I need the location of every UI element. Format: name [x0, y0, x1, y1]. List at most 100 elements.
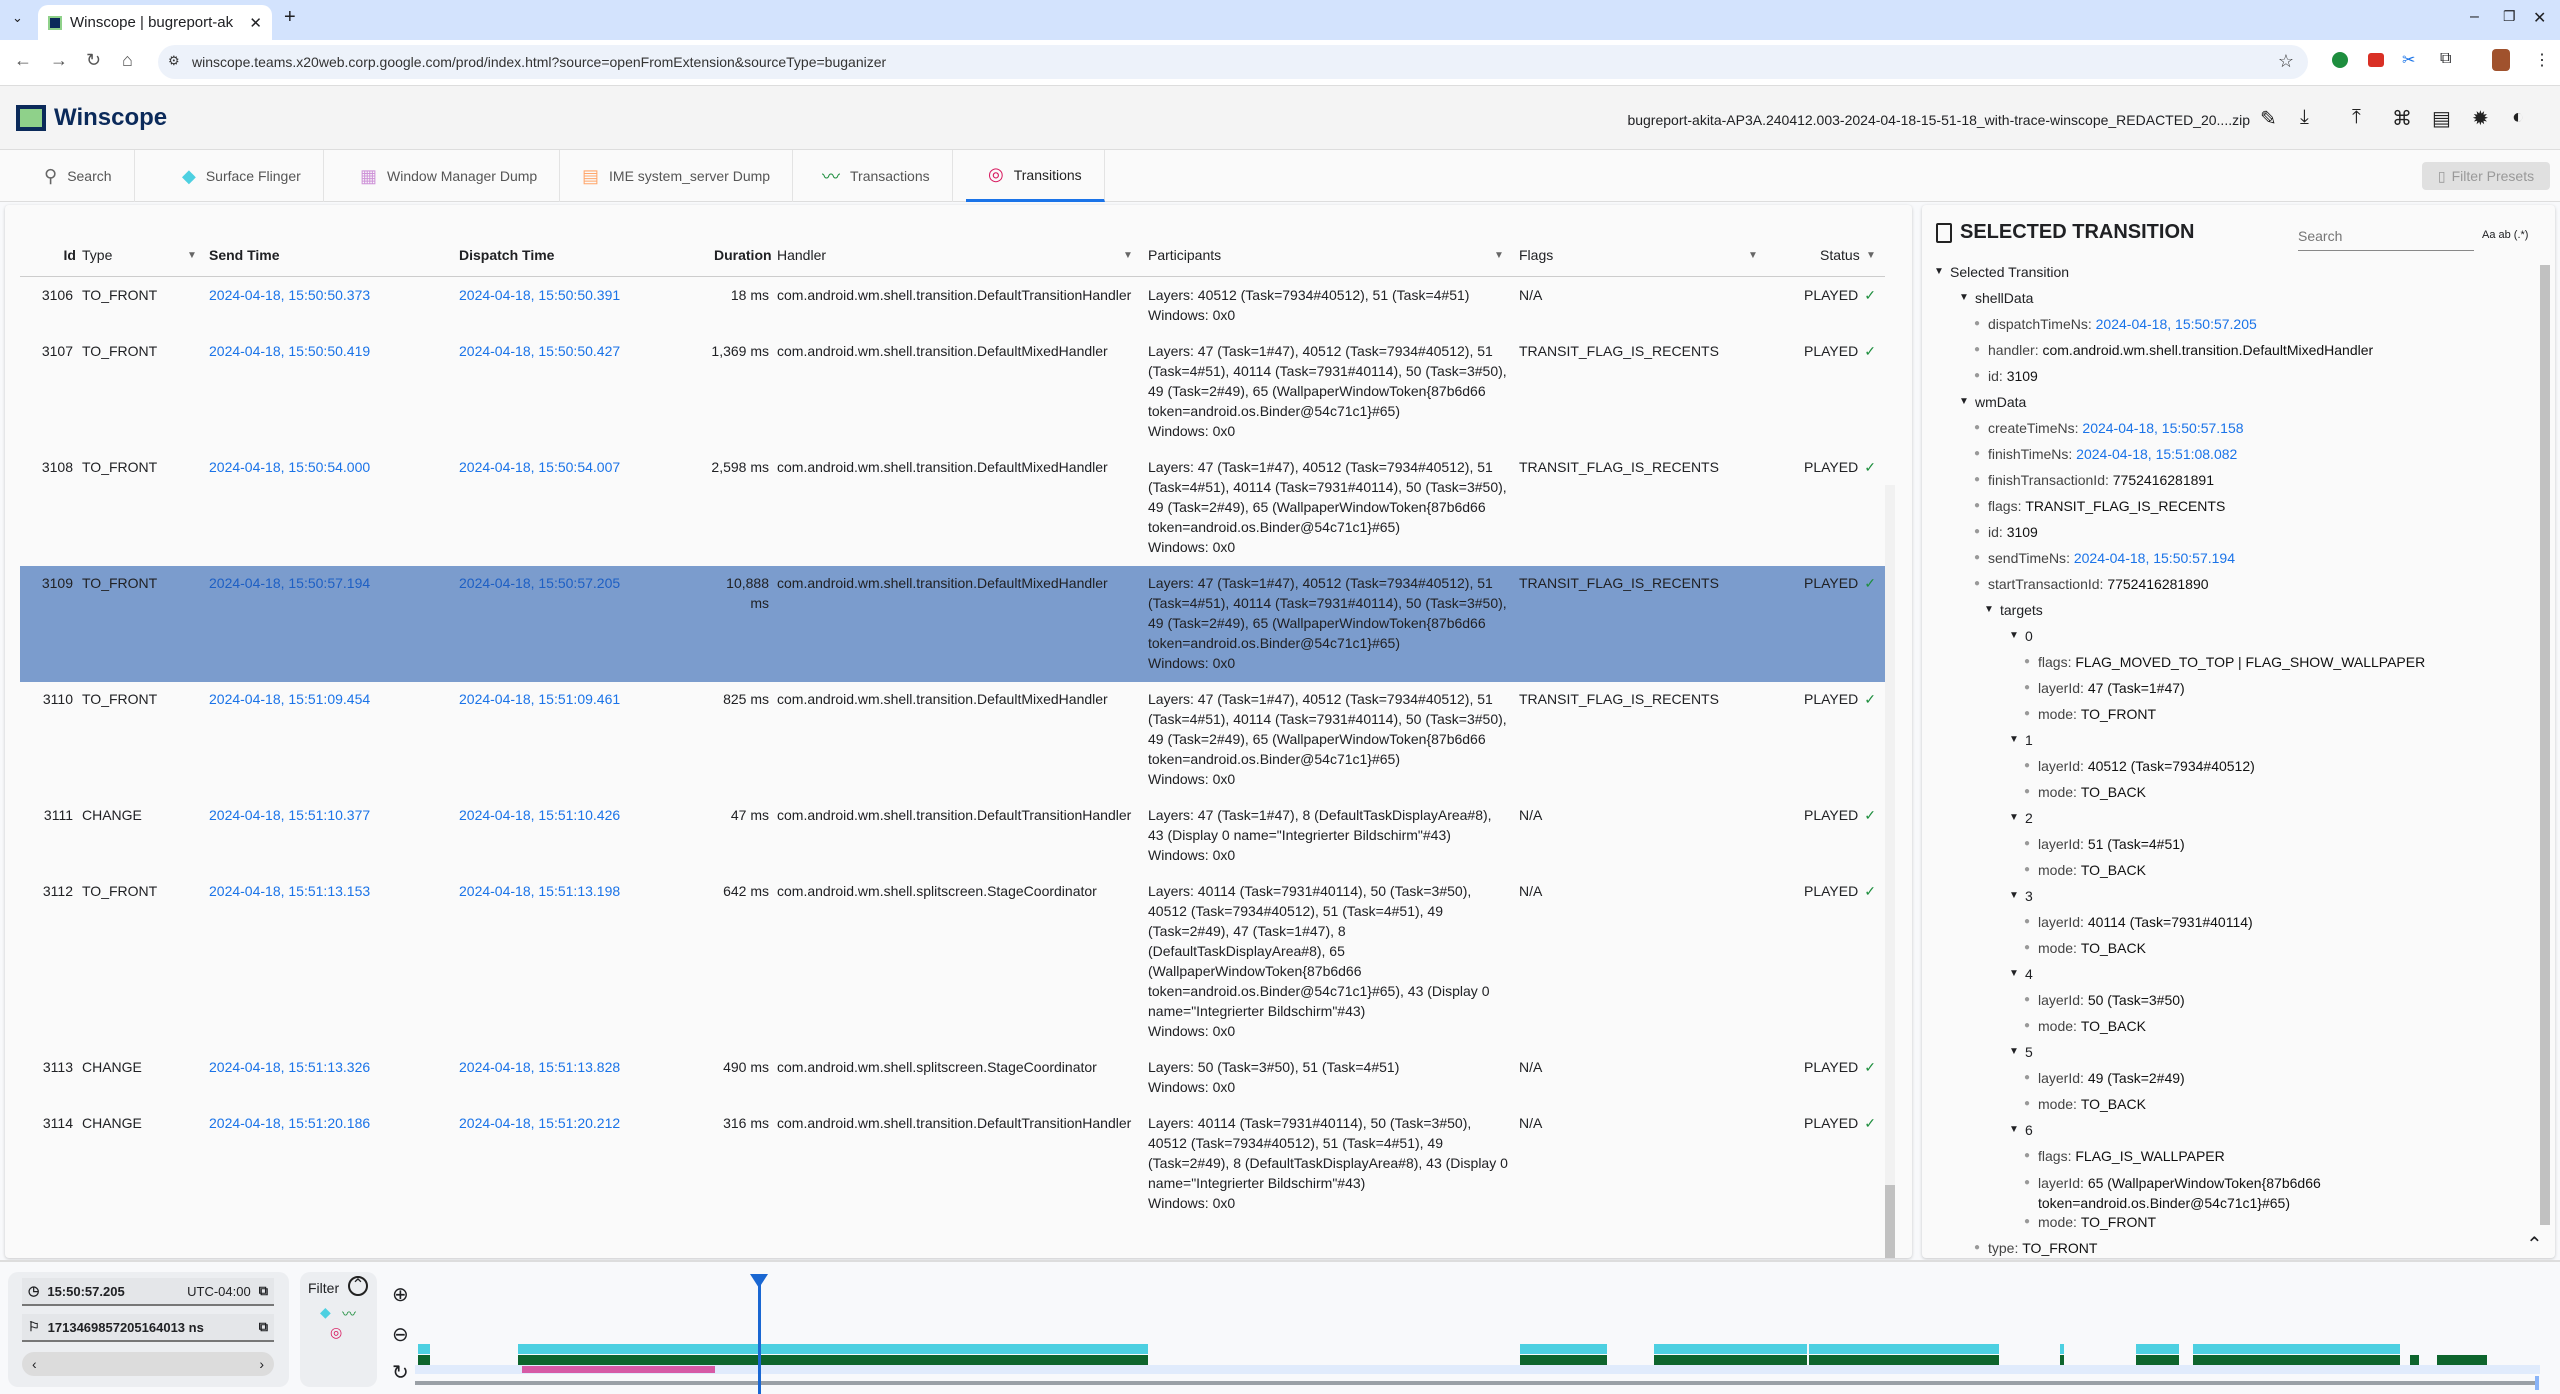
table-row[interactable]: 3112 TO_FRONT 2024-04-18, 15:51:13.153 2024…	[20, 874, 1885, 1050]
range-handle[interactable]	[2535, 1376, 2539, 1390]
send-time-link[interactable]: 2024-04-18, 15:50:54.000	[209, 459, 371, 475]
search-options-toggles[interactable]: Aa ab (.*)	[2482, 229, 2529, 241]
extension-icon[interactable]	[2368, 53, 2384, 67]
tree-group-node[interactable]: ▼ Selected Transition	[1934, 259, 2529, 285]
tree-group-node[interactable]: ▼ wmData	[1934, 389, 2529, 415]
transition-entry[interactable]	[522, 1366, 715, 1373]
surface-flinger-entry[interactable]	[518, 1344, 1148, 1354]
url-input[interactable]: ⚙ winscope.teams.x20web.corp.google.com/…	[158, 45, 2308, 79]
bug-icon[interactable]: ✹	[2472, 108, 2489, 130]
col-flags[interactable]: Flags	[1519, 247, 1554, 263]
close-tab-icon[interactable]: ✕	[249, 14, 262, 32]
table-row[interactable]: 3107 TO_FRONT 2024-04-18, 15:50:50.419 2024…	[20, 334, 1885, 450]
tree-value[interactable]: 2024-04-18, 15:50:57.158	[2082, 420, 2244, 436]
collapse-panel-icon[interactable]	[1936, 222, 1952, 243]
transactions-entry[interactable]	[2136, 1355, 2179, 1365]
tree-value[interactable]: 2024-04-18, 15:50:57.194	[2073, 550, 2235, 566]
tab-surface-flinger[interactable]: ◆ Surface Flinger	[160, 150, 324, 202]
dispatch-time-link[interactable]: 2024-04-18, 15:50:54.007	[459, 459, 621, 475]
tab-transactions[interactable]: 〰 Transactions	[800, 150, 953, 202]
copy-icon[interactable]: ⧉	[258, 1319, 268, 1334]
transactions-entry[interactable]	[1809, 1355, 1999, 1365]
cursor-handle-icon[interactable]	[750, 1274, 768, 1288]
zoom-in-icon[interactable]: ⊕	[392, 1284, 409, 1306]
send-time-link[interactable]: 2024-04-18, 15:51:13.153	[209, 883, 371, 899]
tab-ime-system-server-dump[interactable]: ▤ IME system_server Dump	[560, 150, 794, 202]
tab-transitions[interactable]: ◎ Transitions	[966, 150, 1105, 202]
expand-chevron-icon[interactable]: ▼	[2009, 734, 2019, 745]
send-time-link[interactable]: 2024-04-18, 15:50:57.194	[209, 575, 371, 591]
send-time-link[interactable]: 2024-04-18, 15:51:10.377	[209, 807, 371, 823]
col-send-time[interactable]: Send Time	[209, 247, 280, 263]
transitions-filter-icon[interactable]: ◎	[330, 1324, 343, 1340]
bookmark-star-icon[interactable]: ☆	[2277, 51, 2294, 71]
col-status[interactable]: Status	[1820, 247, 1860, 263]
dispatch-time-link[interactable]: 2024-04-18, 15:51:13.198	[459, 883, 621, 899]
tree-group-node[interactable]: ▼ 3	[1934, 883, 2529, 909]
col-id[interactable]: Id	[63, 247, 76, 263]
tree-group-node[interactable]: ▼ 4	[1934, 961, 2529, 987]
tree-group-node[interactable]: ▼ 0	[1934, 623, 2529, 649]
extension-icon[interactable]	[2332, 52, 2348, 68]
col-type[interactable]: Type	[82, 247, 113, 263]
col-participants[interactable]: Participants	[1148, 247, 1222, 263]
tree-group-node[interactable]: ▼ shellData	[1934, 285, 2529, 311]
send-time-link[interactable]: 2024-04-18, 15:51:13.326	[209, 1059, 371, 1075]
col-handler[interactable]: Handler	[777, 247, 827, 263]
transactions-entry[interactable]	[2437, 1355, 2487, 1365]
table-row[interactable]: 3109 TO_FRONT 2024-04-18, 15:50:57.194 2024…	[20, 566, 1885, 682]
reload-icon[interactable]: ↻	[86, 50, 102, 70]
dispatch-time-link[interactable]: 2024-04-18, 15:50:57.205	[459, 575, 621, 591]
send-time-link[interactable]: 2024-04-18, 15:50:50.373	[209, 287, 371, 303]
edit-icon[interactable]: ✎	[2260, 108, 2277, 130]
tree-value[interactable]: 2024-04-18, 15:51:08.082	[2076, 446, 2238, 462]
home-icon[interactable]: ⌂	[122, 50, 133, 70]
copy-icon[interactable]: ⧉	[258, 1283, 268, 1298]
timeline-axis[interactable]	[415, 1381, 2535, 1385]
profile-avatar[interactable]	[2492, 49, 2510, 71]
table-row[interactable]: 3106 TO_FRONT 2024-04-18, 15:50:50.373 2024…	[20, 278, 1885, 334]
timeline-canvas[interactable]	[415, 1262, 2545, 1394]
next-entry-icon[interactable]: ›	[259, 1356, 264, 1372]
documentation-icon[interactable]: ▤	[2432, 108, 2451, 130]
transactions-entry[interactable]	[2060, 1355, 2064, 1365]
transactions-entry[interactable]	[1520, 1355, 1607, 1365]
dispatch-time-link[interactable]: 2024-04-18, 15:50:50.391	[459, 287, 621, 303]
minimize-icon[interactable]: –	[2470, 8, 2479, 25]
dispatch-time-link[interactable]: 2024-04-18, 15:50:50.427	[459, 343, 621, 359]
dispatch-time-link[interactable]: 2024-04-18, 15:51:13.828	[459, 1059, 621, 1075]
send-time-link[interactable]: 2024-04-18, 15:51:20.186	[209, 1115, 371, 1131]
flags-filter-chevron-icon[interactable]: ▼	[1748, 250, 1758, 261]
send-time-link[interactable]: 2024-04-18, 15:50:50.419	[209, 343, 371, 359]
table-row[interactable]: 3108 TO_FRONT 2024-04-18, 15:50:54.000 2024…	[20, 450, 1885, 566]
surface-flinger-entry[interactable]	[2060, 1344, 2064, 1354]
expand-chevron-icon[interactable]: ▼	[2009, 1124, 2019, 1135]
transactions-entry[interactable]	[2193, 1355, 2400, 1365]
surface-flinger-entry[interactable]	[1654, 1344, 1807, 1354]
dispatch-time-link[interactable]: 2024-04-18, 15:51:10.426	[459, 807, 621, 823]
close-window-icon[interactable]: ✕	[2533, 10, 2547, 27]
time-input[interactable]: ◷ 15:50:57.205 UTC-04:00 ⧉	[22, 1278, 274, 1306]
collapse-timeline-icon[interactable]: ⌃	[2526, 1234, 2543, 1256]
surface-flinger-entry[interactable]	[2136, 1344, 2179, 1354]
transactions-entry[interactable]	[1654, 1355, 1807, 1365]
handler-filter-chevron-icon[interactable]: ▼	[1123, 250, 1133, 261]
scissors-extension-icon[interactable]: ✂	[2402, 52, 2416, 69]
tree-group-node[interactable]: ▼ 5	[1934, 1039, 2529, 1065]
expand-chevron-icon[interactable]: ▼	[2009, 890, 2019, 901]
filter-presets-button[interactable]: ▯ Filter Presets	[2422, 162, 2550, 190]
download-icon[interactable]: ⤓	[2300, 106, 2309, 128]
browser-tab[interactable]: Winscope | bugreport-ak ✕	[38, 5, 272, 40]
tree-group-node[interactable]: ▼ 6	[1934, 1117, 2529, 1143]
surface-flinger-entry[interactable]	[1520, 1344, 1607, 1354]
theme-icon[interactable]: ◐	[2512, 106, 2525, 128]
tree-group-node[interactable]: ▼ 2	[1934, 805, 2529, 831]
expand-chevron-icon[interactable]: ▼	[1934, 266, 1944, 277]
dispatch-time-link[interactable]: 2024-04-18, 15:51:20.212	[459, 1115, 621, 1131]
upload-icon[interactable]: ⤒	[2352, 106, 2361, 128]
transactions-filter-icon[interactable]: 〰	[342, 1306, 356, 1322]
tree-group-node[interactable]: ▼ 1	[1934, 727, 2529, 753]
type-filter-chevron-icon[interactable]: ▼	[187, 250, 197, 261]
tab-search-icon[interactable]: ⌄	[12, 10, 23, 25]
transitions-track[interactable]	[415, 1365, 2540, 1374]
